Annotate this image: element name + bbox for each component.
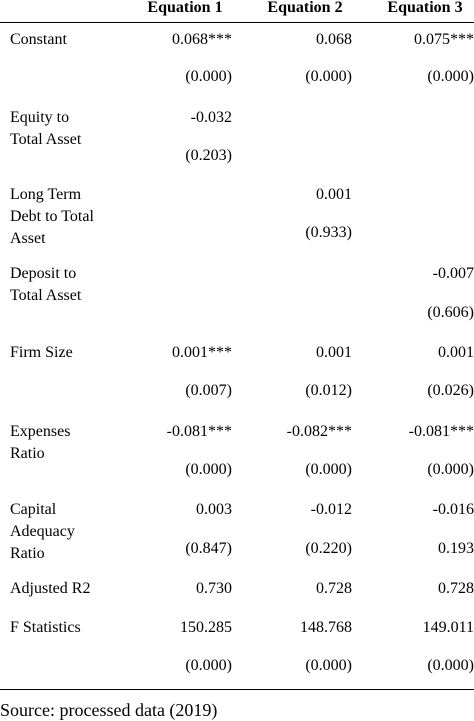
- row-label: Deposit to: [10, 265, 77, 282]
- row-label: Total Asset: [10, 287, 82, 304]
- p-value: (0.000): [427, 461, 474, 478]
- p-value: (0.000): [427, 657, 474, 674]
- row-label: Total Asset: [10, 131, 82, 148]
- coefficient: 0.068***: [172, 31, 232, 48]
- p-value: (0.203): [185, 147, 232, 164]
- column-header: Equation 3: [387, 0, 463, 16]
- p-value: (0.220): [305, 540, 352, 557]
- coefficient: -0.032: [190, 109, 232, 126]
- p-value: (0.933): [305, 224, 352, 241]
- row-label: F Statistics: [10, 619, 81, 636]
- p-value: (0.000): [185, 461, 232, 478]
- coefficient: 0.001***: [172, 344, 232, 361]
- bottom-rule: [0, 689, 474, 690]
- column-header: Equation 2: [267, 0, 343, 16]
- row-label: Debt to Total: [10, 208, 94, 225]
- p-value: (0.000): [305, 68, 352, 85]
- coefficient: -0.012: [310, 501, 352, 518]
- coefficient: 0.001: [438, 344, 474, 361]
- row-label: Asset: [10, 230, 46, 247]
- coefficient: 0.728: [438, 580, 474, 597]
- p-value: (0.000): [185, 68, 232, 85]
- p-value: (0.007): [185, 382, 232, 399]
- p-value: (0.000): [305, 657, 352, 674]
- p-value: (0.012): [305, 382, 352, 399]
- p-value: (0.000): [305, 461, 352, 478]
- coefficient: 0.068: [316, 31, 352, 48]
- row-label: Long Term: [10, 186, 82, 203]
- coefficient: 150.285: [180, 619, 232, 636]
- coefficient: 149.011: [422, 619, 474, 636]
- row-label: Firm Size: [10, 344, 73, 361]
- coefficient: 0.730: [196, 580, 232, 597]
- header-rule: [0, 22, 474, 23]
- column-header: Equation 1: [147, 0, 223, 16]
- row-label: Adjusted R2: [10, 580, 91, 597]
- row-label: Capital: [10, 501, 57, 518]
- row-label: Expenses: [10, 423, 71, 440]
- p-value: (0.026): [427, 382, 474, 399]
- row-label: Ratio: [10, 445, 45, 462]
- p-value: 0.193: [438, 540, 474, 557]
- coefficient: 0.001: [316, 186, 352, 203]
- coefficient: 0.001: [316, 344, 352, 361]
- coefficient: -0.007: [432, 265, 474, 282]
- source-note: Source: processed data (2019): [0, 700, 218, 720]
- p-value: (0.000): [185, 657, 232, 674]
- coefficient: -0.082***: [286, 423, 352, 440]
- row-label: Equity to: [10, 109, 70, 126]
- coefficient: 0.075***: [414, 31, 474, 48]
- coefficient: 0.003: [196, 501, 232, 518]
- coefficient: -0.081***: [166, 423, 232, 440]
- p-value: (0.606): [427, 304, 474, 321]
- coefficient: 0.728: [316, 580, 352, 597]
- p-value: (0.847): [185, 540, 232, 557]
- p-value: (0.000): [427, 68, 474, 85]
- coefficient: -0.081***: [408, 423, 474, 440]
- row-label: Constant: [10, 31, 67, 48]
- row-label: Ratio: [10, 545, 45, 562]
- coefficient: 148.768: [300, 619, 352, 636]
- coefficient: -0.016: [432, 501, 474, 518]
- row-label: Adequacy: [10, 523, 75, 540]
